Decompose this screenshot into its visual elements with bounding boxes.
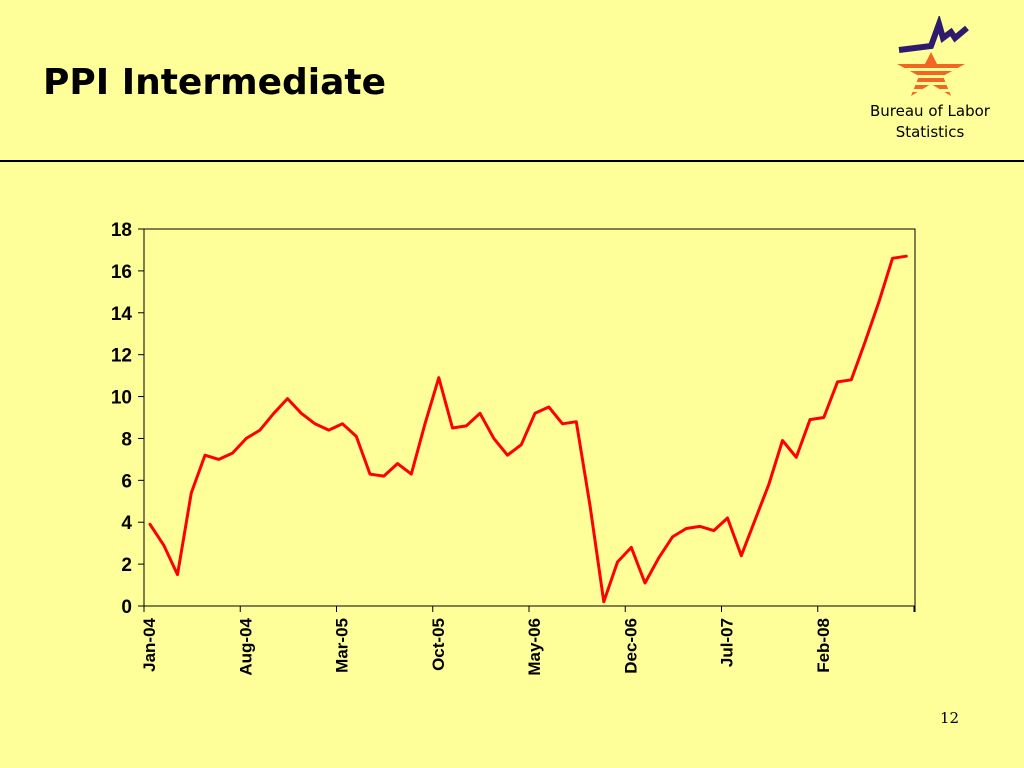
slide-title: PPI Intermediate — [43, 62, 387, 103]
data-point — [822, 416, 825, 419]
data-point — [217, 458, 220, 461]
data-point — [781, 439, 784, 442]
org-line-2: Statistics — [895, 123, 965, 141]
data-point — [410, 472, 413, 476]
data-point — [176, 573, 179, 576]
y-tick-label: 12 — [111, 346, 132, 367]
y-tick-label: 6 — [121, 471, 132, 492]
data-point — [588, 504, 592, 507]
x-tick-label: Mar-05 — [333, 618, 352, 673]
x-tick-label: May-06 — [525, 618, 544, 676]
data-point — [465, 424, 468, 428]
data-point — [850, 378, 853, 381]
data-point — [630, 546, 633, 549]
data-point — [231, 451, 234, 455]
data-point — [575, 420, 578, 423]
data-point — [313, 422, 317, 425]
data-point — [327, 428, 330, 432]
data-point — [286, 397, 289, 400]
data-point — [616, 560, 619, 564]
data-point — [382, 474, 385, 478]
data-point — [602, 600, 605, 604]
data-point — [148, 523, 152, 526]
data-point — [492, 437, 495, 440]
data-point — [671, 535, 674, 539]
x-tick-label: Dec-06 — [621, 618, 640, 674]
data-point — [272, 412, 275, 415]
x-tick-label: Aug-04 — [236, 617, 255, 675]
y-tick-label: 4 — [121, 513, 132, 534]
page-number: 12 — [940, 709, 960, 727]
data-point — [767, 483, 770, 486]
x-tick-label: Jan-04 — [140, 617, 159, 671]
data-point — [795, 456, 798, 459]
data-point — [905, 255, 908, 258]
data-point — [355, 435, 358, 438]
data-point — [451, 426, 454, 430]
data-point — [533, 412, 537, 415]
data-point — [547, 405, 550, 409]
data-point — [203, 454, 207, 457]
org-line-1: Bureau of Labor — [870, 102, 990, 120]
y-tick-label: 14 — [111, 304, 133, 325]
ppi-series-line — [148, 254, 908, 604]
data-point — [753, 518, 757, 522]
data-point — [643, 581, 647, 585]
y-tick-label: 16 — [111, 262, 132, 283]
data-point — [478, 412, 482, 415]
data-point — [506, 454, 509, 457]
organization-name: Bureau of Labor Statistics — [840, 101, 1020, 143]
data-point — [836, 380, 839, 384]
y-tick-label: 8 — [121, 429, 132, 450]
data-point — [863, 340, 867, 344]
data-point — [396, 462, 399, 465]
data-point — [808, 418, 812, 421]
data-point — [877, 301, 880, 304]
x-tick-label: Oct-05 — [429, 618, 448, 671]
data-point — [726, 516, 729, 520]
bls-star-logo-icon — [897, 16, 969, 96]
data-point — [520, 443, 523, 446]
data-point — [561, 422, 564, 425]
data-point — [341, 422, 344, 425]
y-tick-label: 18 — [111, 220, 132, 241]
data-point — [712, 529, 715, 532]
x-tick-label: Feb-08 — [814, 618, 833, 673]
data-point — [657, 556, 660, 560]
data-point — [258, 428, 262, 432]
y-tick-label: 0 — [121, 597, 132, 618]
logo-zigzag — [898, 16, 969, 53]
data-point — [368, 472, 372, 476]
x-tick-label: Jul-07 — [718, 618, 737, 667]
data-point — [245, 437, 248, 440]
data-point — [685, 527, 688, 530]
data-point — [162, 544, 165, 547]
y-tick-label: 2 — [121, 555, 132, 576]
data-point — [740, 554, 743, 557]
data-point — [698, 525, 702, 528]
header-divider — [0, 160, 1024, 162]
plot-area-frame — [143, 228, 916, 607]
data-point — [423, 422, 427, 425]
data-point — [891, 257, 894, 260]
data-point — [437, 376, 440, 379]
y-tick-label: 10 — [111, 388, 132, 409]
data-point — [190, 491, 193, 495]
data-point — [300, 412, 303, 415]
